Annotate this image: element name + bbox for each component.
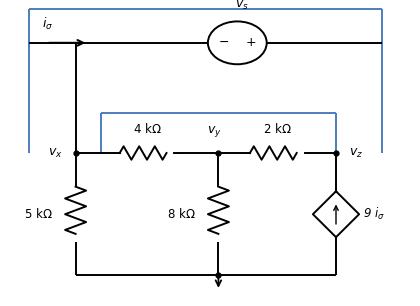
Text: −: − (219, 36, 229, 49)
Text: $v_x$: $v_x$ (48, 147, 63, 159)
Text: $v_z$: $v_z$ (349, 147, 363, 159)
Text: 4 k$\Omega$: 4 k$\Omega$ (133, 122, 161, 136)
Text: $v_s$: $v_s$ (235, 0, 248, 12)
Text: 9 $i_\sigma$: 9 $i_\sigma$ (363, 206, 385, 222)
Text: $v_y$: $v_y$ (207, 124, 221, 139)
Text: 5 k$\Omega$: 5 k$\Omega$ (24, 207, 52, 221)
Text: 8 k$\Omega$: 8 k$\Omega$ (167, 207, 195, 221)
Text: 2 k$\Omega$: 2 k$\Omega$ (263, 122, 291, 136)
Text: $i_\sigma$: $i_\sigma$ (42, 16, 53, 32)
Text: +: + (245, 36, 256, 49)
